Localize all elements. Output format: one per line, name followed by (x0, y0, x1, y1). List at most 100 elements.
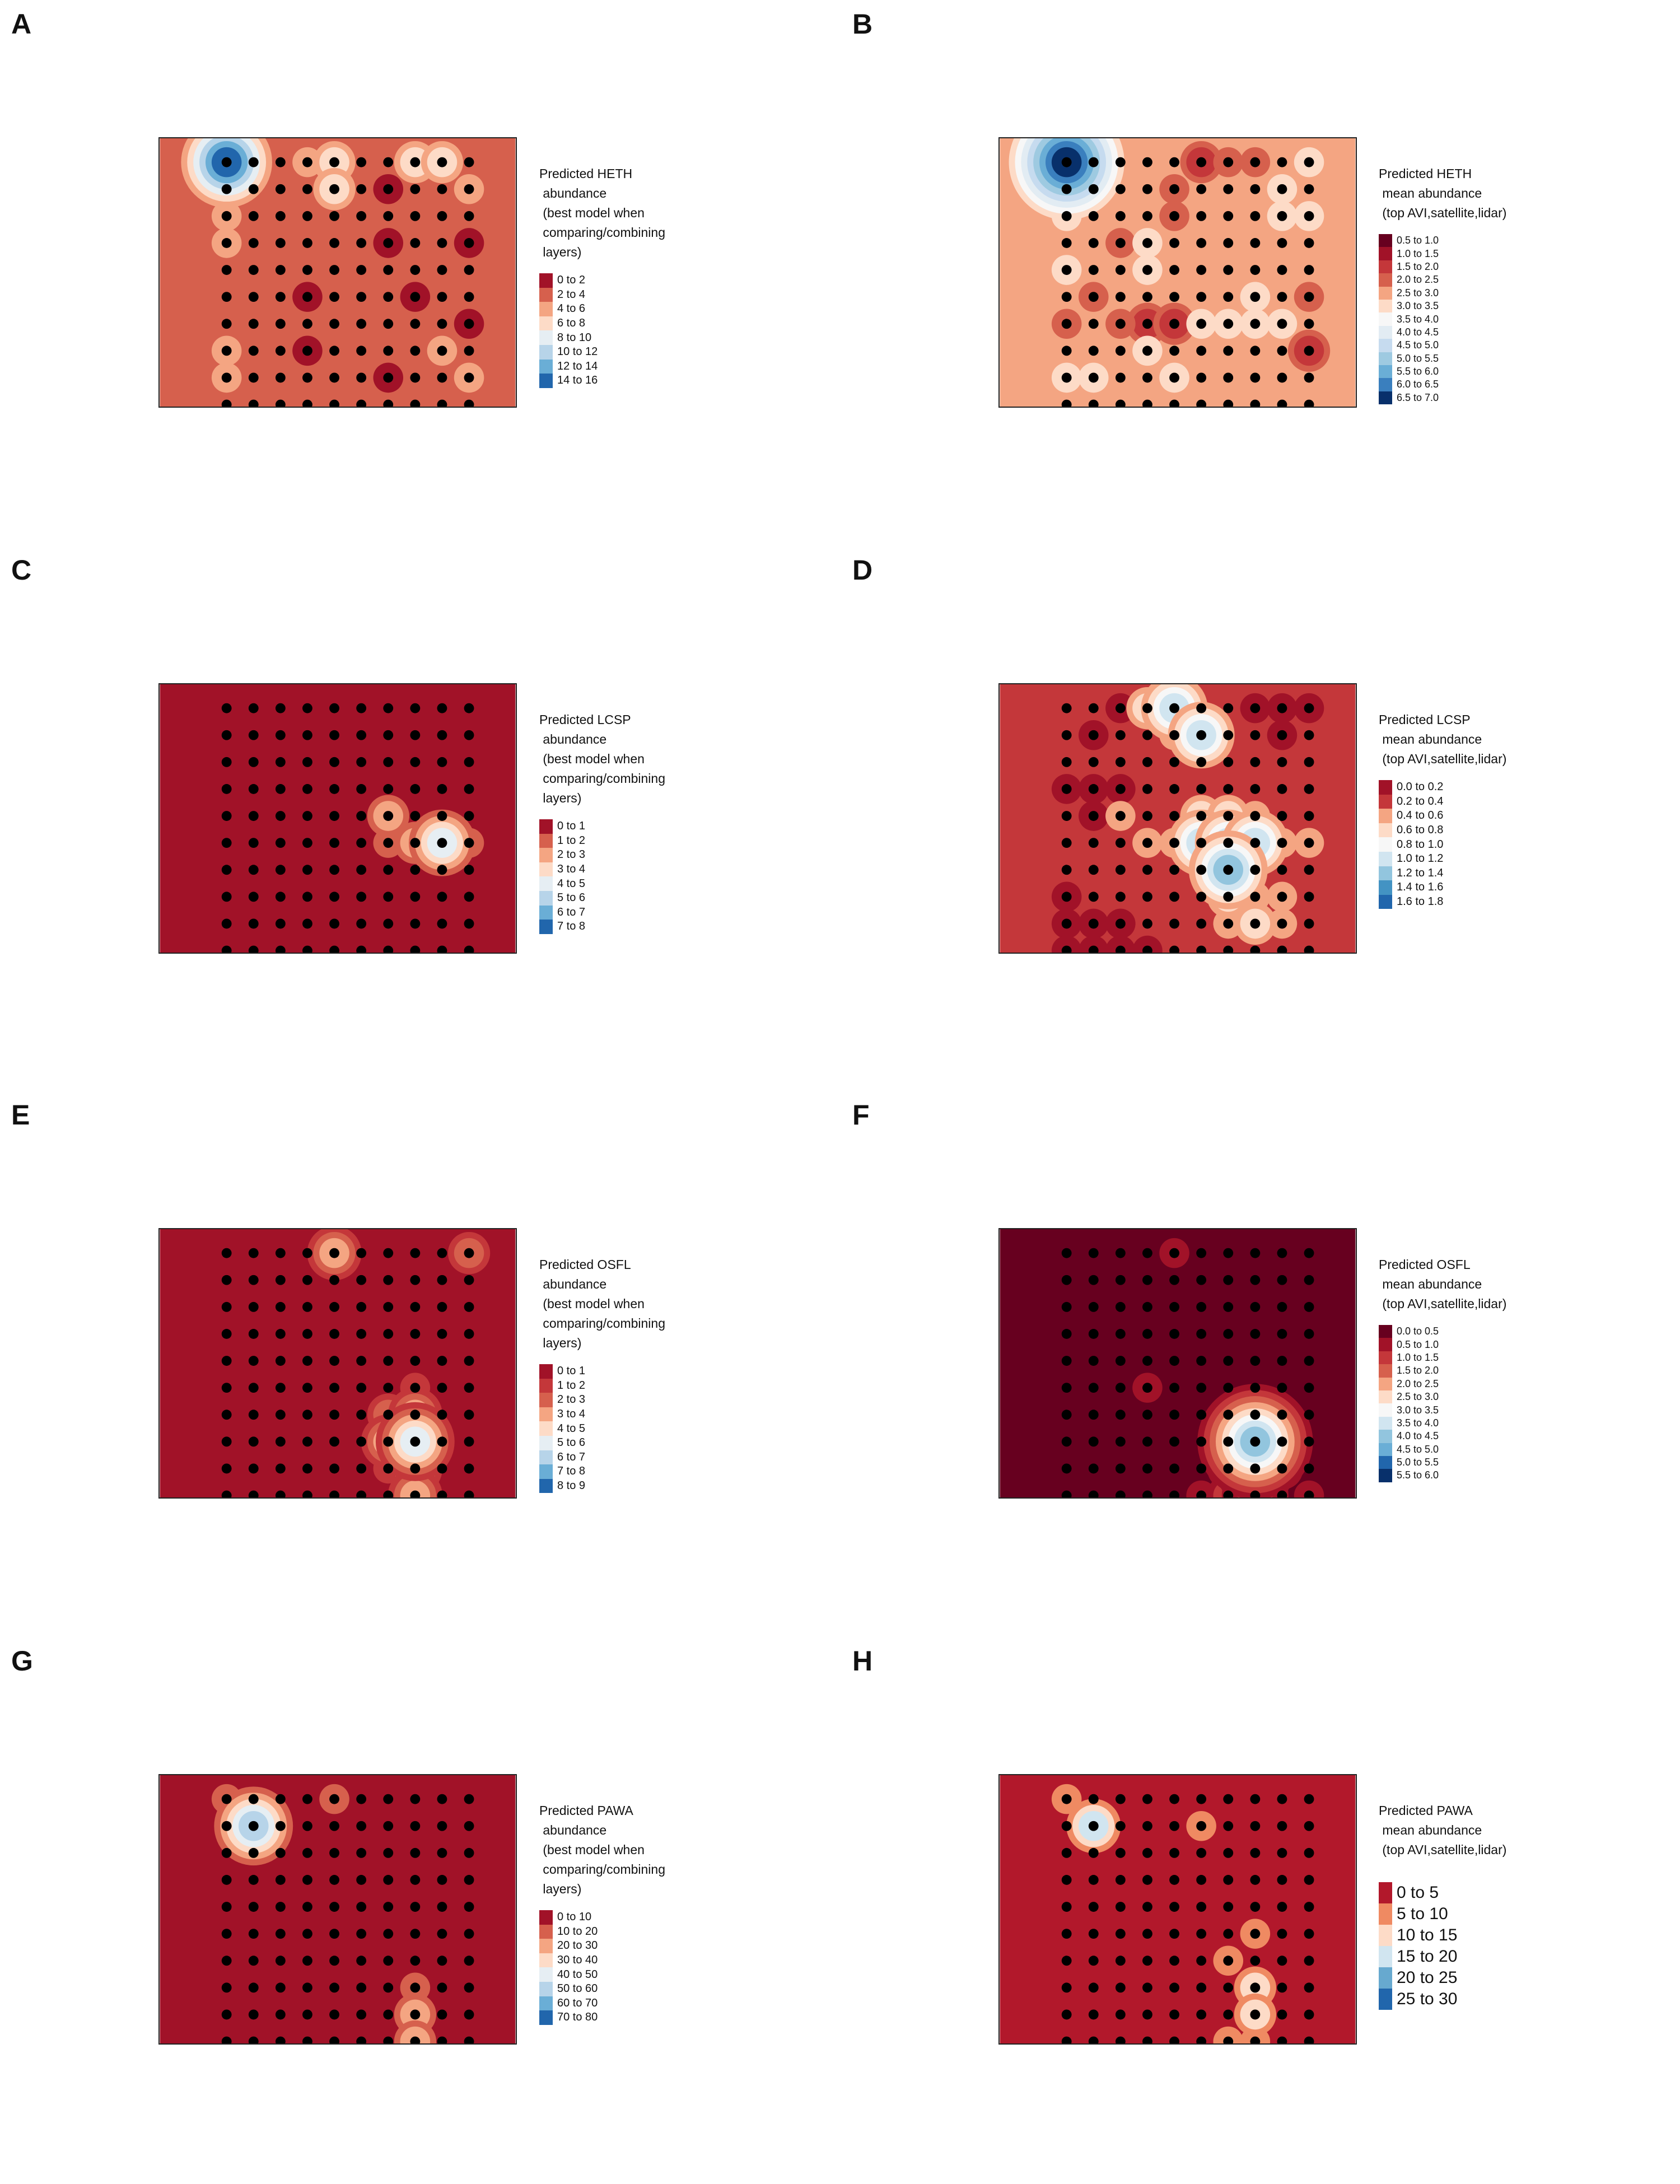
survey-point (437, 2009, 447, 2020)
survey-point (356, 372, 367, 383)
legend-label: 2 to 4 (557, 288, 586, 301)
survey-point (1088, 1982, 1099, 1993)
survey-point (221, 892, 232, 902)
survey-point (221, 865, 232, 875)
survey-point (1115, 1847, 1126, 1858)
survey-point (356, 1463, 367, 1474)
legend-title-line: layers) (539, 1336, 582, 1350)
survey-point (248, 238, 259, 248)
survey-point (1196, 811, 1207, 821)
survey-point (1061, 399, 1072, 407)
survey-point (302, 1794, 312, 1804)
survey-point (1250, 1275, 1261, 1285)
survey-point (1061, 757, 1072, 767)
legend-label: 8 to 10 (557, 331, 592, 344)
survey-point (410, 1410, 421, 1420)
legend-item: 40 to 50 (539, 1967, 665, 1982)
survey-point (383, 1463, 394, 1474)
survey-point (1088, 811, 1099, 821)
legend-label: 25 to 30 (1397, 1990, 1458, 2008)
survey-point (1169, 730, 1179, 740)
survey-point (329, 2036, 339, 2043)
survey-point (302, 1383, 312, 1393)
survey-point (1223, 238, 1234, 248)
legend-label: 1.0 to 1.5 (1397, 248, 1439, 259)
survey-point (437, 292, 447, 302)
legend-item: 7 to 8 (539, 1464, 665, 1479)
survey-point (464, 265, 474, 275)
survey-point (1142, 730, 1152, 740)
survey-point (329, 1490, 339, 1497)
survey-point (329, 865, 339, 875)
survey-point (1250, 372, 1261, 383)
survey-point (1250, 918, 1261, 929)
survey-point (302, 211, 312, 221)
survey-point (302, 1982, 312, 1993)
survey-point (437, 892, 447, 902)
legend-label: 6.0 to 6.5 (1397, 379, 1439, 390)
survey-point (1142, 838, 1152, 848)
survey-point (275, 945, 286, 953)
survey-point (437, 811, 447, 821)
survey-point (1250, 184, 1261, 194)
survey-point (1088, 1490, 1099, 1497)
survey-point (275, 1410, 286, 1420)
survey-point (356, 211, 367, 221)
survey-point (410, 892, 421, 902)
survey-point (1277, 838, 1287, 848)
survey-point (221, 918, 232, 929)
survey-point (410, 319, 421, 329)
survey-point (329, 1436, 339, 1447)
survey-point (1304, 1301, 1314, 1312)
survey-point (437, 1410, 447, 1420)
survey-point (410, 2036, 421, 2043)
survey-point (356, 892, 367, 902)
legend-title-line: layers) (539, 245, 582, 259)
survey-point (1250, 1490, 1261, 1497)
survey-point (1277, 1821, 1287, 1831)
survey-point (1061, 1794, 1072, 1804)
survey-point (356, 1329, 367, 1339)
survey-point (302, 1301, 312, 1312)
survey-point (275, 757, 286, 767)
legend-label: 2 to 3 (557, 1393, 586, 1406)
survey-point (329, 1463, 339, 1474)
survey-point (1142, 1410, 1152, 1420)
legend-title-line: comparing/combining (539, 1316, 666, 1331)
survey-point (437, 865, 447, 875)
survey-point (356, 730, 367, 740)
survey-point (356, 184, 367, 194)
legend-swatch (539, 359, 553, 374)
survey-point (248, 1329, 259, 1339)
survey-point (248, 703, 259, 713)
survey-point (1250, 1410, 1261, 1420)
survey-point (1115, 1248, 1126, 1258)
survey-point (464, 1329, 474, 1339)
survey-point (1169, 1794, 1179, 1804)
legend-label: 1.0 to 1.5 (1397, 1351, 1439, 1363)
legend-swatch (1379, 1967, 1392, 1989)
legend-item: 3.5 to 4.0 (1379, 1416, 1506, 1430)
survey-point (1169, 865, 1179, 875)
survey-point (1277, 811, 1287, 821)
survey-point (1142, 811, 1152, 821)
legend-label: 4.5 to 5.0 (1397, 1443, 1439, 1455)
survey-point (1277, 1275, 1287, 1285)
survey-point (1250, 757, 1261, 767)
survey-point (302, 1929, 312, 1939)
survey-point (410, 1301, 421, 1312)
survey-point (275, 1794, 286, 1804)
survey-point (464, 157, 474, 167)
survey-point (1142, 703, 1152, 713)
legend-swatch (1379, 1364, 1392, 1378)
survey-point (437, 838, 447, 848)
map-panel-b (998, 137, 1357, 408)
survey-point (1196, 757, 1207, 767)
survey-point (356, 1794, 367, 1804)
survey-point (464, 1821, 474, 1831)
survey-point (1142, 1821, 1152, 1831)
survey-point (1223, 1329, 1234, 1339)
survey-point (1115, 372, 1126, 383)
survey-point (329, 1383, 339, 1393)
survey-point (1142, 346, 1152, 356)
